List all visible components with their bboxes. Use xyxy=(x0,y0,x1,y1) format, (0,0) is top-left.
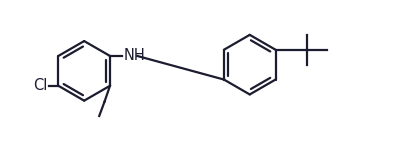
Text: NH: NH xyxy=(124,48,146,63)
Text: Cl: Cl xyxy=(33,78,48,93)
